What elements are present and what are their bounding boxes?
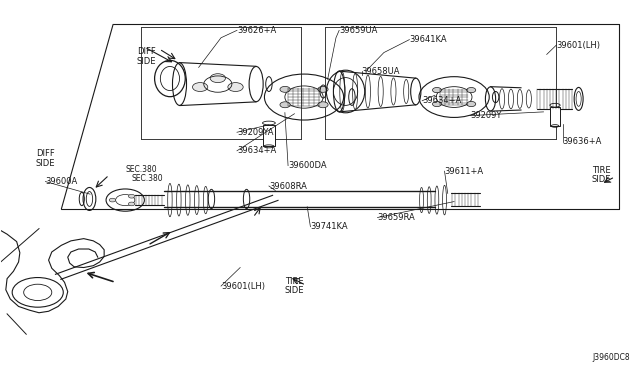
Text: 39209Y: 39209Y bbox=[470, 111, 502, 120]
Text: 39636+A: 39636+A bbox=[563, 137, 602, 146]
FancyBboxPatch shape bbox=[262, 125, 275, 146]
Circle shape bbox=[129, 195, 135, 198]
Text: 39600DA: 39600DA bbox=[288, 161, 326, 170]
Text: 39611+A: 39611+A bbox=[445, 167, 484, 176]
Circle shape bbox=[280, 86, 290, 92]
Text: 39601(LH): 39601(LH) bbox=[221, 282, 265, 291]
Text: 39659UA: 39659UA bbox=[339, 26, 378, 35]
Text: 39634+A: 39634+A bbox=[422, 96, 461, 105]
Circle shape bbox=[433, 87, 442, 93]
Circle shape bbox=[129, 202, 135, 206]
Text: 39600A: 39600A bbox=[45, 177, 77, 186]
Text: J3960DC8: J3960DC8 bbox=[592, 353, 630, 362]
Circle shape bbox=[109, 198, 116, 202]
Circle shape bbox=[210, 74, 225, 83]
Circle shape bbox=[467, 102, 476, 107]
Circle shape bbox=[318, 86, 328, 92]
Text: 39658UA: 39658UA bbox=[362, 67, 400, 76]
Text: SEC.380: SEC.380 bbox=[125, 165, 157, 174]
Circle shape bbox=[228, 83, 243, 92]
Text: TIRE
SIDE: TIRE SIDE bbox=[285, 277, 304, 295]
Circle shape bbox=[467, 87, 476, 93]
Text: 39659RA: 39659RA bbox=[378, 213, 415, 222]
Text: DIFF
SIDE: DIFF SIDE bbox=[36, 149, 55, 167]
Text: DIFF
SIDE: DIFF SIDE bbox=[136, 47, 156, 65]
Text: 39608RA: 39608RA bbox=[269, 182, 307, 190]
Text: 39741KA: 39741KA bbox=[310, 222, 348, 231]
Circle shape bbox=[433, 102, 442, 107]
Text: TIRE
SIDE: TIRE SIDE bbox=[591, 166, 611, 184]
Circle shape bbox=[280, 102, 290, 108]
Text: 39209YA: 39209YA bbox=[237, 128, 273, 137]
Text: SEC.380: SEC.380 bbox=[132, 174, 163, 183]
Circle shape bbox=[193, 83, 208, 92]
Text: 39626+A: 39626+A bbox=[237, 26, 276, 35]
FancyBboxPatch shape bbox=[550, 107, 560, 126]
Circle shape bbox=[318, 102, 328, 108]
Text: 39634+A: 39634+A bbox=[237, 146, 276, 155]
Text: 39601(LH): 39601(LH) bbox=[556, 41, 600, 50]
Text: 39641KA: 39641KA bbox=[410, 35, 447, 44]
